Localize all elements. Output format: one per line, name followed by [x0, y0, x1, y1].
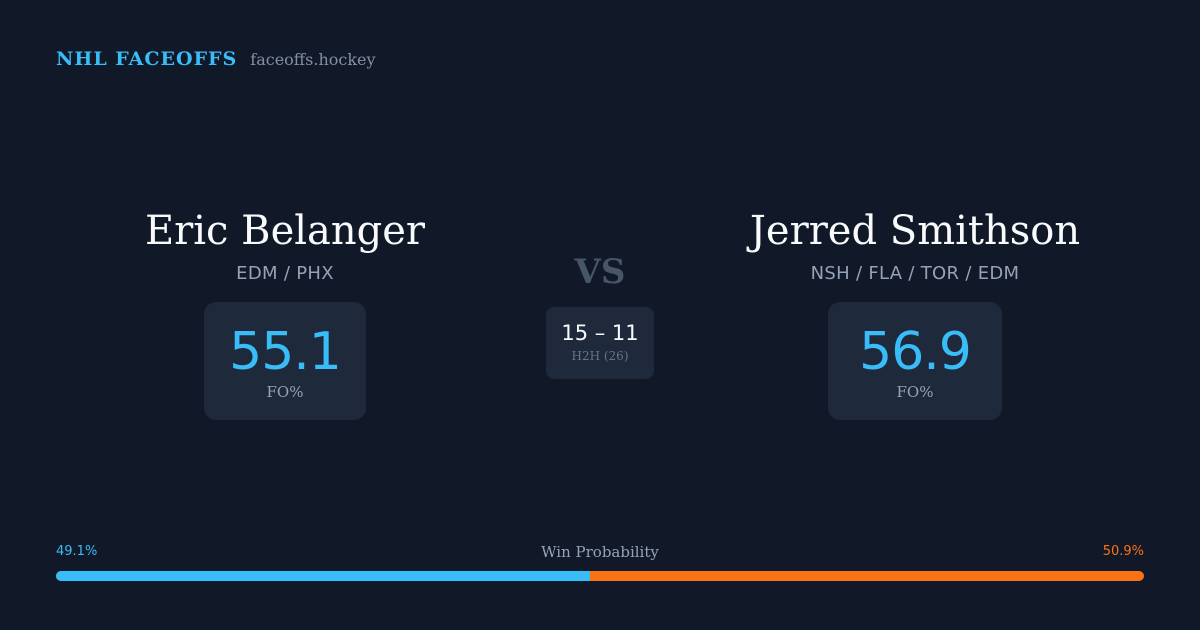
player-left-fo-label: FO%	[266, 383, 304, 401]
win-probability-right-pct: 50.9%	[1102, 544, 1144, 559]
player-right: Jerred Smithson NSH / FLA / TOR / EDM	[665, 205, 1165, 286]
player-left: Eric Belanger EDM / PHX	[35, 205, 535, 286]
player-left-name: Eric Belanger	[144, 208, 426, 254]
win-probability-title: Win Probability	[541, 543, 659, 561]
player-left-teams: EDM / PHX	[236, 263, 334, 284]
h2h-score: 15 – 11	[561, 321, 639, 345]
vs-label: VS	[574, 252, 626, 292]
player-right-fo-card: 56.9 FO%	[828, 302, 1002, 420]
h2h-label: H2H (26)	[571, 349, 629, 363]
player-left-fo-card: 55.1 FO%	[204, 302, 366, 420]
win-probability-left-fill	[56, 571, 591, 581]
win-probability-left-pct: 49.1%	[56, 544, 98, 559]
player-right-teams: NSH / FLA / TOR / EDM	[810, 263, 1020, 284]
player-left-fo-value: 55.1	[229, 322, 342, 382]
player-right-fo-value: 56.9	[859, 322, 972, 382]
site-domain[interactable]: faceoffs.hockey	[250, 50, 376, 69]
brand-title[interactable]: NHL FACEOFFS	[56, 48, 238, 70]
player-right-fo-label: FO%	[896, 383, 934, 401]
win-probability-labels: 49.1% Win Probability 50.9%	[56, 543, 1144, 563]
player-right-name: Jerred Smithson	[749, 208, 1081, 254]
h2h-card: 15 – 11 H2H (26)	[546, 307, 654, 379]
site-header: NHL FACEOFFS faceoffs.hockey	[56, 48, 376, 70]
win-probability-bar	[56, 571, 1144, 581]
